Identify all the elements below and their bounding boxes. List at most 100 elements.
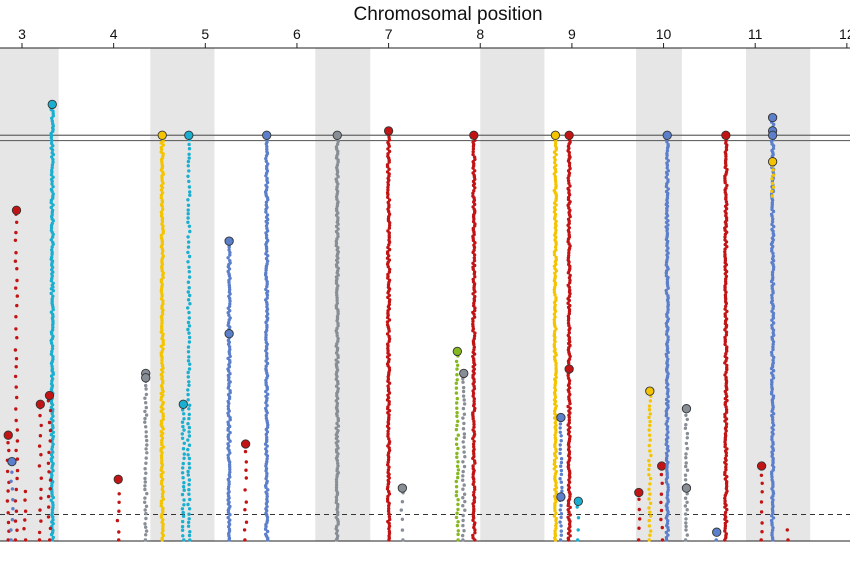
data-point [559, 457, 564, 461]
data-point [187, 275, 192, 279]
data-point [265, 351, 269, 356]
data-point [471, 533, 475, 538]
data-point [386, 140, 390, 145]
data-point [6, 489, 10, 493]
data-point [264, 467, 269, 471]
data-point [115, 518, 120, 523]
data-point [456, 520, 460, 524]
data-point [463, 508, 467, 512]
data-point [666, 307, 670, 312]
data-point [186, 198, 190, 202]
data-point [51, 192, 55, 196]
data-point [553, 506, 557, 510]
data-point [39, 453, 43, 457]
data-point [336, 439, 340, 443]
data-point [759, 500, 764, 504]
data-point [39, 423, 43, 428]
data-point [685, 446, 689, 451]
data-point [226, 321, 231, 325]
data-point [553, 160, 557, 165]
data-point [386, 285, 391, 289]
data-point [648, 399, 653, 403]
data-point [664, 288, 668, 293]
data-point [566, 501, 571, 506]
data-point [553, 386, 557, 390]
data-point [472, 399, 476, 403]
data-point [159, 287, 164, 291]
data-point [187, 142, 191, 147]
data-point [187, 380, 191, 384]
data-point [264, 432, 268, 437]
data-point [387, 167, 391, 171]
data-point [161, 484, 165, 489]
data-point [187, 407, 191, 411]
lead-marker [469, 130, 479, 140]
data-point [770, 227, 774, 232]
data-point [264, 224, 269, 228]
data-point [39, 496, 43, 500]
data-point [552, 318, 556, 322]
data-point [472, 258, 477, 263]
data-point [264, 367, 268, 371]
data-point [664, 332, 669, 336]
data-point [770, 194, 774, 198]
data-point [454, 359, 459, 364]
data-point [143, 484, 147, 488]
data-point [266, 392, 270, 396]
data-point [387, 334, 391, 339]
data-point [647, 463, 652, 467]
chromosome-bands [0, 48, 811, 541]
data-point [228, 299, 232, 303]
data-point [49, 146, 53, 150]
data-point [386, 509, 391, 513]
data-point [771, 217, 775, 221]
data-point [454, 490, 459, 494]
data-point [725, 183, 729, 188]
data-point [51, 160, 55, 164]
data-point [461, 460, 465, 464]
data-point [336, 396, 340, 401]
data-point [725, 363, 729, 368]
data-point [187, 456, 192, 461]
data-point [664, 184, 669, 189]
data-point [648, 501, 653, 505]
data-point [648, 449, 652, 453]
data-point [386, 384, 390, 388]
data-point [50, 510, 55, 515]
data-point [554, 511, 558, 516]
data-point [144, 413, 149, 417]
data-point [568, 184, 572, 188]
data-point [242, 528, 247, 532]
data-point [186, 524, 191, 528]
data-point [724, 330, 729, 334]
data-point [48, 408, 53, 413]
data-point [159, 384, 164, 388]
data-point [664, 175, 668, 179]
data-point [143, 508, 147, 512]
data-point [760, 481, 764, 485]
data-point [386, 405, 390, 409]
data-point [660, 481, 664, 485]
data-point [554, 228, 558, 233]
data-point [335, 172, 339, 176]
data-point [770, 309, 774, 313]
data-point [161, 412, 165, 416]
data-point [723, 415, 727, 419]
data-point [187, 340, 192, 344]
data-point [554, 248, 558, 252]
data-point [243, 488, 247, 492]
data-point [685, 431, 690, 436]
data-point [335, 293, 339, 297]
data-point [161, 143, 165, 147]
data-point [186, 520, 191, 525]
data-point [771, 254, 775, 258]
reference-lines [0, 134, 850, 516]
data-point [461, 538, 465, 542]
data-point [336, 234, 340, 239]
data-point [180, 528, 185, 532]
data-point [568, 278, 572, 283]
data-point [187, 316, 191, 320]
data-point [228, 347, 232, 352]
data-point [554, 163, 558, 168]
lead-marker [224, 236, 234, 246]
